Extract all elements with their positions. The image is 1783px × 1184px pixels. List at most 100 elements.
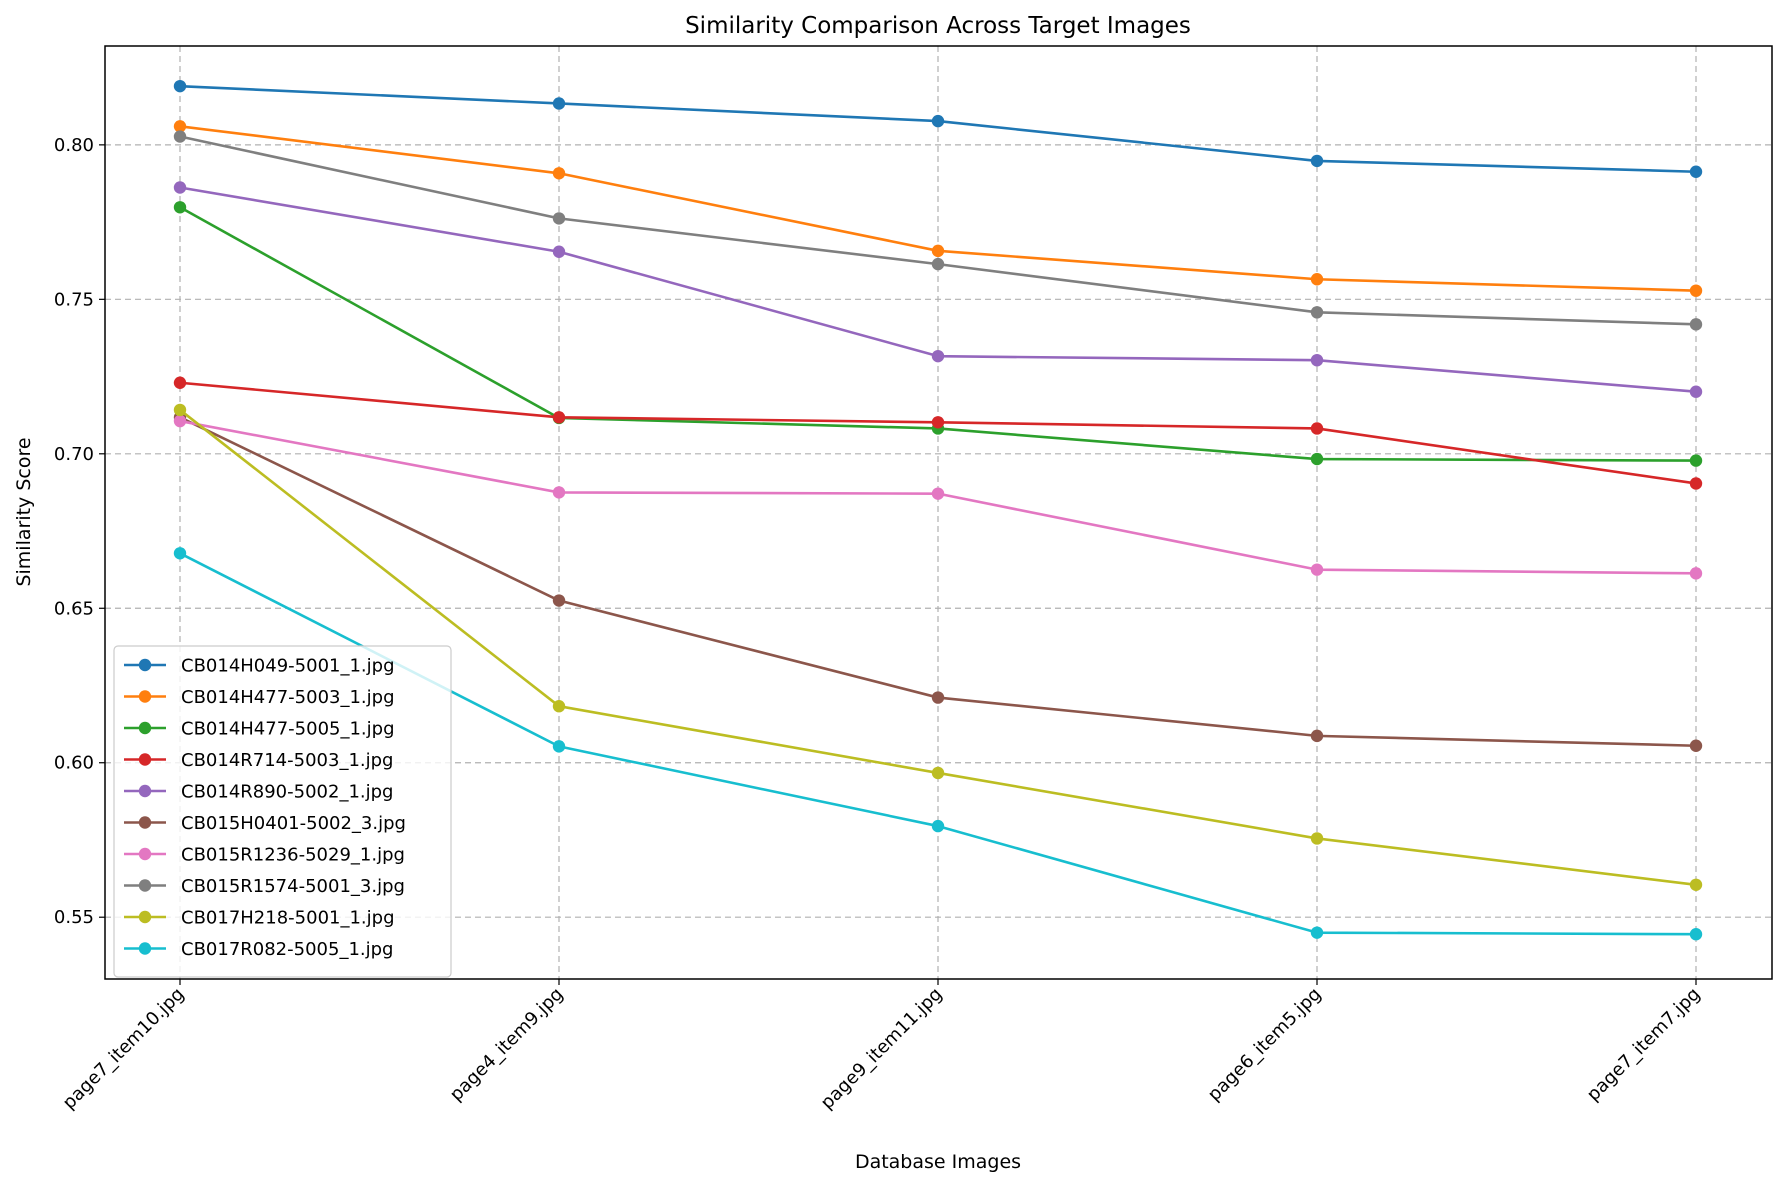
x-axis: page7_item10.jpg page4_item9.jpg page9_ite… (59, 979, 1705, 1113)
series-CB017H218-5001_1.jpg (173, 403, 1703, 891)
legend-label: CB015R1574-5001_3.jpg (181, 876, 405, 897)
x-tick-label: page4_item9.jpg (446, 984, 568, 1106)
legend-swatch-marker (138, 721, 152, 735)
x-tick-label: page7_item10.jpg (59, 984, 189, 1114)
data-point (173, 130, 187, 143)
series-CB014H049-5001_1.jpg (173, 79, 1703, 178)
data-point (552, 245, 566, 258)
legend-item: CB017R082-5005_1.jpg (124, 939, 393, 960)
data-point (931, 349, 945, 363)
series-CB014R890-5002_1.jpg (173, 181, 1703, 398)
data-point (931, 766, 945, 780)
data-point (552, 594, 566, 607)
data-point (931, 257, 945, 271)
data-point (1310, 926, 1324, 939)
series-layer (173, 79, 1703, 941)
legend-swatch-marker (138, 910, 152, 924)
data-point (1689, 878, 1703, 891)
legend-swatch-marker (138, 879, 152, 892)
data-point (552, 411, 566, 424)
data-point (931, 114, 945, 128)
data-point (552, 167, 566, 180)
data-point (1689, 318, 1703, 331)
data-point (1689, 385, 1703, 398)
y-axis-label: Similarity Score (13, 437, 35, 586)
data-point (931, 244, 945, 258)
legend-swatch-marker (138, 658, 152, 672)
legend-item: CB014H477-5003_1.jpg (124, 687, 395, 708)
legend-swatch-marker (138, 847, 152, 861)
data-point (1310, 306, 1324, 319)
legend-item: CB015R1236-5029_1.jpg (124, 845, 405, 866)
legend-label: CB014H477-5005_1.jpg (181, 719, 395, 740)
legend-label: CB014R890-5002_1.jpg (181, 782, 393, 803)
y-tick-label: 0.75 (54, 289, 94, 310)
series-CB015R1574-5001_3.jpg (173, 130, 1703, 331)
legend-item: CB015R1574-5001_3.jpg (124, 876, 405, 897)
data-point (1310, 273, 1324, 286)
data-point (552, 700, 566, 713)
data-point (1689, 567, 1703, 580)
data-point (1310, 563, 1324, 576)
y-tick-label: 0.65 (54, 598, 94, 619)
y-axis: 0.55 0.60 0.65 0.70 0.75 0.80 (54, 135, 105, 928)
data-point (931, 416, 945, 429)
data-point (552, 486, 566, 499)
x-axis-label: Database Images (855, 1151, 1021, 1173)
data-point (1310, 832, 1324, 845)
data-point (1689, 454, 1703, 467)
legend-swatch-marker (138, 690, 152, 703)
legend-label: CB014H477-5003_1.jpg (181, 687, 395, 708)
data-point (173, 376, 187, 389)
x-tick-label: page7_item7.jpg (1583, 984, 1705, 1106)
y-tick-label: 0.60 (54, 753, 94, 774)
data-point (931, 691, 945, 704)
series-CB014R714-5003_1.jpg (173, 376, 1703, 490)
chart-title: Similarity Comparison Across Target Imag… (685, 13, 1191, 39)
data-point (1689, 165, 1703, 178)
legend-swatch-marker (138, 753, 152, 766)
legend-swatch-marker (138, 784, 152, 798)
data-point (552, 212, 566, 225)
legend-box (113, 645, 452, 978)
data-point (1310, 729, 1324, 743)
y-tick-label: 0.80 (54, 135, 94, 156)
data-point (1689, 739, 1703, 752)
legend-label: CB017H218-5001_1.jpg (181, 908, 395, 929)
y-tick-label: 0.70 (54, 444, 94, 465)
series-CB015R1236-5029_1.jpg (173, 414, 1703, 580)
data-point (1689, 477, 1703, 490)
data-point (552, 97, 566, 110)
data-point (173, 414, 187, 428)
data-point (173, 181, 187, 194)
data-point (1310, 422, 1324, 435)
data-point (931, 819, 945, 833)
data-point (173, 547, 187, 560)
data-point (1310, 452, 1324, 466)
legend-item: CB014H477-5005_1.jpg (124, 719, 395, 740)
data-point (173, 120, 187, 133)
legend-swatch-marker (138, 816, 152, 829)
legend-label: CB014R714-5003_1.jpg (181, 750, 393, 771)
legend-item: CB014R890-5002_1.jpg (124, 782, 393, 803)
legend-swatch-marker (138, 942, 152, 955)
legend-label: CB015H0401-5002_3.jpg (181, 813, 406, 834)
legend-item: CB014H049-5001_1.jpg (124, 656, 395, 677)
data-point (1310, 154, 1324, 168)
legend-item: CB017H218-5001_1.jpg (124, 908, 395, 929)
series-CB014H477-5003_1.jpg (173, 120, 1703, 297)
data-point (552, 740, 566, 753)
legend-label: CB015R1236-5029_1.jpg (181, 845, 405, 866)
data-point (173, 201, 187, 214)
legend: CB014H049-5001_1.jpg CB014H477-5003_1.jpg… (113, 645, 452, 978)
legend-item: CB014R714-5003_1.jpg (124, 750, 393, 771)
legend-label: CB017R082-5005_1.jpg (181, 939, 393, 960)
y-tick-label: 0.55 (54, 907, 94, 928)
x-tick-label: page9_item11.jpg (817, 984, 947, 1114)
data-point (173, 403, 187, 417)
data-point (173, 79, 187, 93)
legend-label: CB014H049-5001_1.jpg (181, 656, 395, 677)
data-point (1689, 928, 1703, 941)
legend-item: CB015H0401-5002_3.jpg (124, 813, 406, 834)
